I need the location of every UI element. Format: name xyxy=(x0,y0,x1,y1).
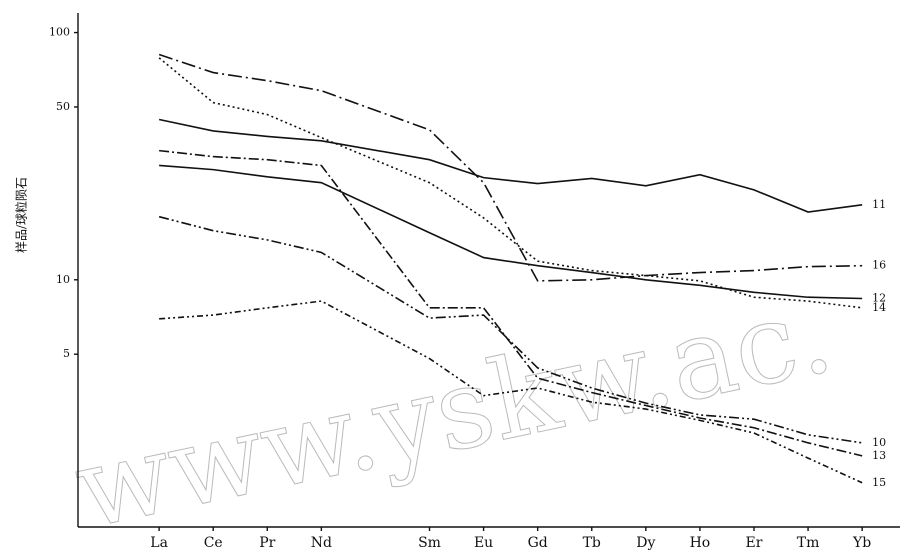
series-label: 15 xyxy=(872,476,886,489)
y-tick-label: 10 xyxy=(56,273,70,286)
series-label: 13 xyxy=(872,449,886,462)
x-tick-label: Pr xyxy=(259,535,275,551)
series-line xyxy=(158,57,863,309)
x-tick-label: Nd xyxy=(311,535,332,551)
series-line xyxy=(159,300,863,484)
x-tick-label: Er xyxy=(746,535,763,551)
y-tick-label: 50 xyxy=(56,100,70,113)
x-tick-label: Ho xyxy=(690,535,711,551)
x-tick-label: Tb xyxy=(583,535,601,551)
x-tick-label: Eu xyxy=(474,535,493,551)
x-tick-label: La xyxy=(150,535,168,551)
series-line xyxy=(158,53,863,282)
watermark: www.yskw.ac. xyxy=(65,269,843,554)
y-tick-label: 5 xyxy=(63,347,70,360)
series-line xyxy=(159,149,863,457)
series-label: 14 xyxy=(872,301,886,314)
x-tick-label: Tm xyxy=(797,535,820,551)
y-axis-title: 样品/球粒陨石 xyxy=(14,177,29,253)
series-label: 11 xyxy=(872,198,886,211)
y-tick-label: 100 xyxy=(49,26,70,39)
series-label: 12 xyxy=(872,292,886,305)
x-tick-label: Ce xyxy=(204,535,223,551)
series-line xyxy=(159,164,863,300)
x-tick-label: Dy xyxy=(636,535,655,551)
x-tick-label: Gd xyxy=(528,535,548,551)
series-label: 10 xyxy=(872,436,886,449)
x-tick-label: Yb xyxy=(852,535,871,551)
series-line xyxy=(158,118,863,213)
x-tick-label: Sm xyxy=(418,535,441,551)
series-label: 16 xyxy=(872,259,886,272)
series-line xyxy=(158,215,863,444)
